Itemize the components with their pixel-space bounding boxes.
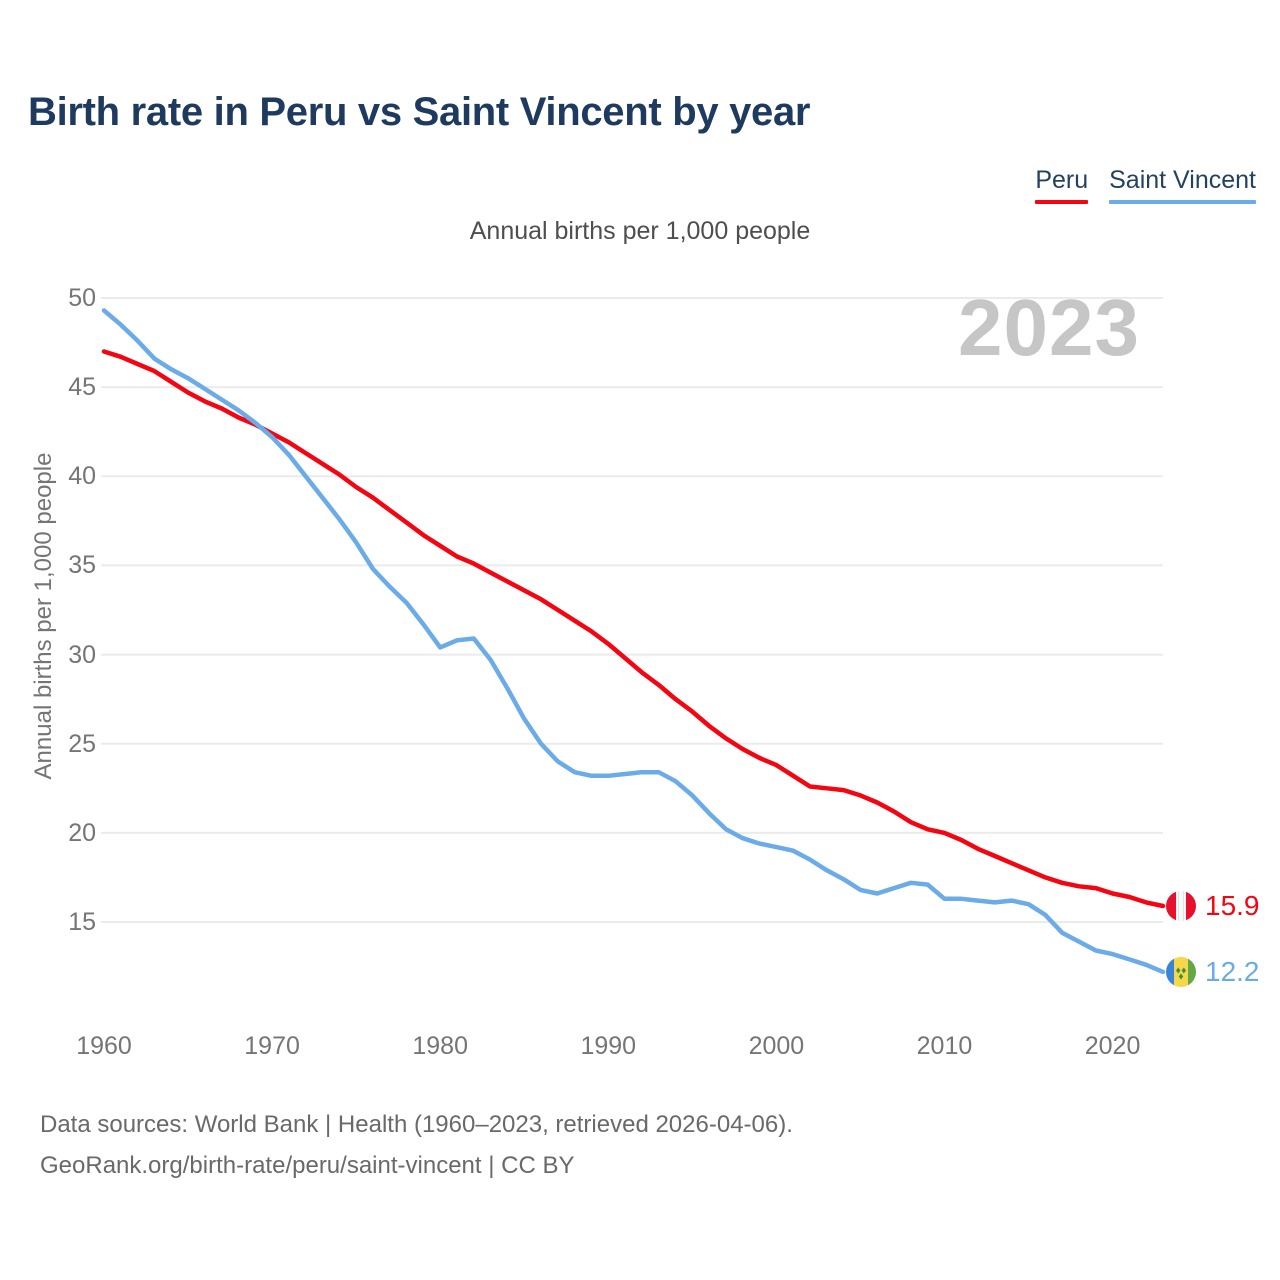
y-tick-label: 35 — [68, 551, 96, 580]
legend: Peru Saint Vincent — [1035, 166, 1256, 204]
legend-swatch-peru — [1035, 200, 1089, 204]
x-tick-label: 2020 — [1084, 1032, 1141, 1060]
chart-subtitle: Annual births per 1,000 people — [469, 217, 811, 245]
saint-vincent-flag-icon — [1166, 956, 1196, 987]
y-tick-label: 45 — [68, 373, 96, 402]
legend-item-peru[interactable]: Peru — [1035, 166, 1089, 204]
peru-flag-icon — [1166, 890, 1196, 921]
x-tick-label: 1960 — [76, 1032, 132, 1060]
watermark-year: 2023 — [958, 283, 1140, 372]
legend-swatch-saint-vincent — [1109, 200, 1256, 204]
x-tick-label: 1970 — [244, 1032, 300, 1060]
series-end-peru: 15.9 — [1166, 889, 1260, 921]
x-tick-label: 1990 — [580, 1032, 637, 1060]
y-tick-label: 40 — [68, 462, 96, 491]
peru-line — [101, 349, 1166, 909]
footer: Data sources: World Bank | Health (1960–… — [40, 1104, 793, 1186]
y-tick-label: 25 — [68, 729, 96, 758]
saint-vincent-end-value: 12.2 — [1205, 955, 1260, 987]
footer-sources: Data sources: World Bank | Health (1960–… — [40, 1111, 793, 1138]
y-tick-label: 30 — [68, 640, 96, 669]
x-tick-label: 2000 — [748, 1032, 805, 1060]
x-tick-label: 1980 — [412, 1032, 468, 1060]
x-tick-label: 2010 — [916, 1032, 973, 1060]
peru-end-value: 15.9 — [1205, 889, 1260, 921]
saint-vincent-line — [101, 308, 1166, 975]
footer-attribution: GeoRank.org/birth-rate/peru/saint-vincen… — [40, 1152, 575, 1179]
page-title: Birth rate in Peru vs Saint Vincent by y… — [28, 90, 811, 134]
y-tick-label: 50 — [68, 284, 96, 312]
y-tick-label: 15 — [68, 908, 96, 936]
series-end-saint-vincent: 12.2 — [1166, 955, 1260, 987]
legend-label-peru: Peru — [1035, 166, 1089, 194]
y-tick-label: 20 — [68, 818, 96, 847]
legend-label-saint-vincent: Saint Vincent — [1109, 166, 1256, 194]
legend-item-saint-vincent[interactable]: Saint Vincent — [1109, 166, 1256, 204]
